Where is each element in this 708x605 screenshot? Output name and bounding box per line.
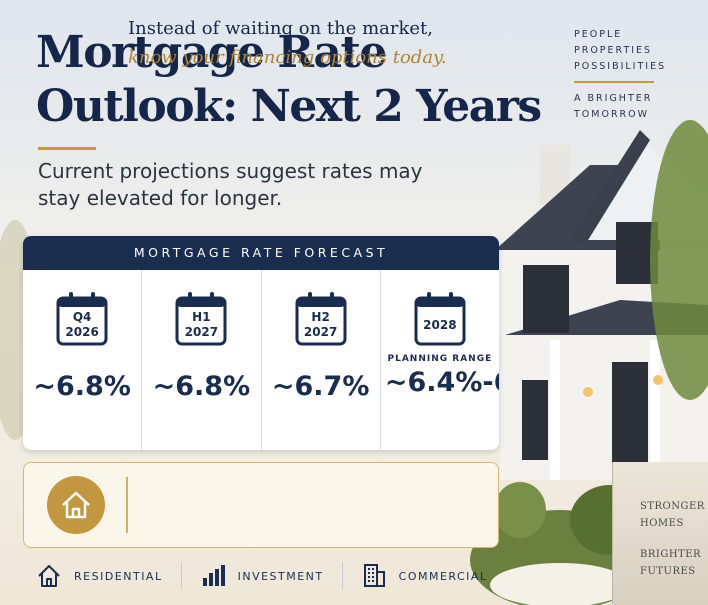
panel-title: MORTGAGE RATE FORECAST [23,236,499,270]
footer-label: COMMERCIAL [398,569,488,583]
footer-icon [202,565,225,586]
callout-divider [126,477,128,533]
forecast-column: Q4 2026 ~6.8% [23,270,141,450]
brand-line: POSSIBILITIES [574,61,667,72]
period-label: 2026 [65,325,99,339]
footer: RESIDENTIAL INVESTMENT COMMERCIAL [36,562,506,590]
period-label: H1 [192,310,211,324]
footer-divider [341,562,343,590]
calendar-graphic [295,292,347,346]
brand-rule [574,81,654,83]
forecast-column: 2028 PLANNING RANGE ~6.4%-6.8% [379,270,499,450]
callout-text: Instead of waiting on the market, know yo… [128,14,447,72]
rate-value: ~6.8% [152,371,251,402]
calendar-graphic [56,292,108,346]
callout-line: know your financing options today. [128,47,447,68]
rate-value: ~6.7% [271,371,370,402]
sign-line: BRIGHTER [640,549,702,560]
footer-item: COMMERCIAL [361,562,488,590]
footer-divider [180,562,182,590]
footer-label: INVESTMENT [237,569,324,583]
rate-value: ~6.4%-6.8% [384,367,499,398]
forecast-columns: Q4 2026 ~6.8% H1 2027 ~6.8% H2 2027 ~6.7% 2028 PLA… [23,270,499,450]
period-label: 2027 [303,325,338,339]
stone-sign [612,462,708,605]
footer-item: INVESTMENT [200,562,324,590]
calendar-icon: H2 2027 [293,290,349,348]
calendar-icon: 2028 [412,290,468,348]
brand-line: PEOPLE [574,29,623,40]
callout [23,462,499,548]
title-rule [38,147,96,150]
rate-value: ~6.8% [33,371,131,402]
brand-line: PROPERTIES [574,45,653,56]
calendar-graphic [175,292,227,346]
title-line: Mortgage Rate [36,27,387,78]
calendar-label: H2 2027 [293,310,349,340]
period-label: H2 [311,310,330,324]
footer-item: RESIDENTIAL [36,562,163,590]
sign-text: STRONGER HOMES BRIGHTER FUTURES [640,498,705,580]
calendar-icon: Q4 2026 [54,290,110,348]
subtitle: Current projections suggest rates may st… [38,159,423,210]
title-line: Outlook: Next 2 Years [36,81,542,132]
brand-tagline: A BRIGHTER [574,93,653,104]
calendar-icon: H1 2027 [173,290,229,348]
brand-tagline: TOMORROW [574,109,650,120]
period-label: Q4 [72,310,92,324]
sign-gap [640,532,705,546]
calendar-label: 2028 [412,318,468,333]
forecast-column: H2 2027 ~6.7% [260,270,380,450]
sign-line: FUTURES [640,566,696,577]
brand: PEOPLE PROPERTIES POSSIBILITIES A BRIGHTER T… [574,27,666,123]
calendar-label: H1 2027 [173,310,229,340]
calendar-graphic [414,292,466,346]
period-label: 2027 [184,325,219,339]
sign-line: STRONGER [640,501,705,512]
title: Mortgage Rate Outlook: Next 2 Years [36,26,542,134]
callout-line: Instead of waiting on the market, [128,18,434,39]
sign-line: HOMES [640,518,684,529]
period-note: PLANNING RANGE [387,354,493,364]
forecast-column: H1 2027 ~6.8% [141,270,260,450]
forecast-panel: MORTGAGE RATE FORECAST Q4 2026 ~6.8% H1 2027… [23,236,499,450]
footer-label: RESIDENTIAL [74,569,163,583]
calendar-label: Q4 2026 [54,310,110,340]
callout-icon [47,476,105,534]
period-label: 2028 [423,318,457,332]
footer-icon [38,565,60,587]
footer-icon [363,564,385,587]
